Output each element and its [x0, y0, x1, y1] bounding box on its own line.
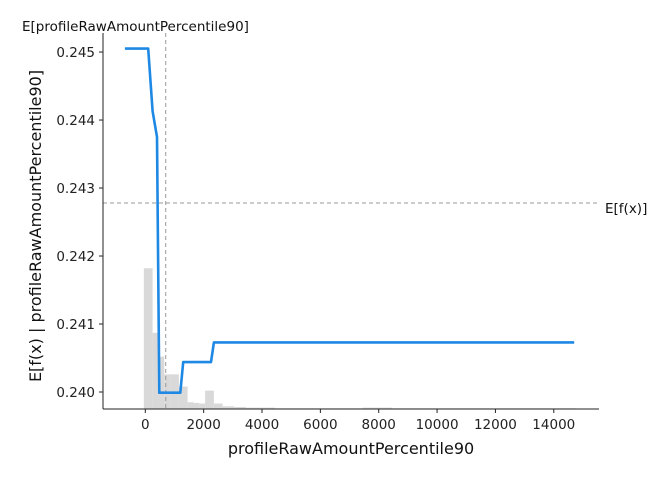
x-tick-label: 4000	[245, 417, 279, 433]
histogram-bar	[152, 332, 159, 409]
histogram-bar	[193, 402, 200, 409]
histogram-bar	[143, 268, 153, 409]
y-tick-label: 0.240	[56, 385, 95, 401]
x-tick-label: 14000	[532, 417, 575, 433]
y-tick-label: 0.245	[56, 45, 95, 61]
histogram-bar	[213, 403, 223, 409]
histogram-bar	[234, 406, 246, 409]
x-tick-label: 2000	[186, 417, 220, 433]
y-tick-label: 0.241	[56, 317, 95, 333]
histogram-bar	[245, 407, 261, 409]
histogram-bar	[158, 356, 165, 409]
histogram-bar	[199, 403, 206, 409]
y-tick-label: 0.243	[56, 181, 95, 197]
histogram-bar	[205, 390, 214, 409]
y-tick-label: 0.242	[56, 249, 95, 265]
series-lines	[124, 47, 575, 395]
reference-lines	[103, 33, 599, 409]
expected-feature-annotation: E[profileRawAmountPercentile90]	[22, 19, 249, 35]
x-tick-label: 0	[141, 417, 150, 433]
expected-fx-annotation: E[f(x)]	[605, 201, 647, 217]
x-tick-label: 6000	[303, 417, 337, 433]
y-axis-label: E[f(x) | profileRawAmountPercentile90]	[26, 70, 45, 382]
histogram-bar	[222, 406, 235, 409]
dependence-line	[124, 47, 575, 395]
x-tick-label: 10000	[416, 417, 459, 433]
histogram-bar	[187, 402, 194, 409]
x-axis-label: profileRawAmountPercentile90	[228, 439, 474, 458]
histogram-bar	[260, 407, 276, 409]
histogram-bar	[362, 407, 392, 409]
histogram-bar	[178, 386, 188, 409]
x-tick-label: 12000	[474, 417, 517, 433]
histogram-bars	[143, 268, 576, 409]
axes: 0 2000 4000 6000 8000 10000 12000 14000 0.240 0.2…	[56, 33, 599, 433]
x-tick-label: 8000	[362, 417, 396, 433]
y-tick-label: 0.244	[56, 113, 95, 129]
chart-text: E[profileRawAmountPercentile90] E[f(x)] …	[22, 19, 647, 458]
